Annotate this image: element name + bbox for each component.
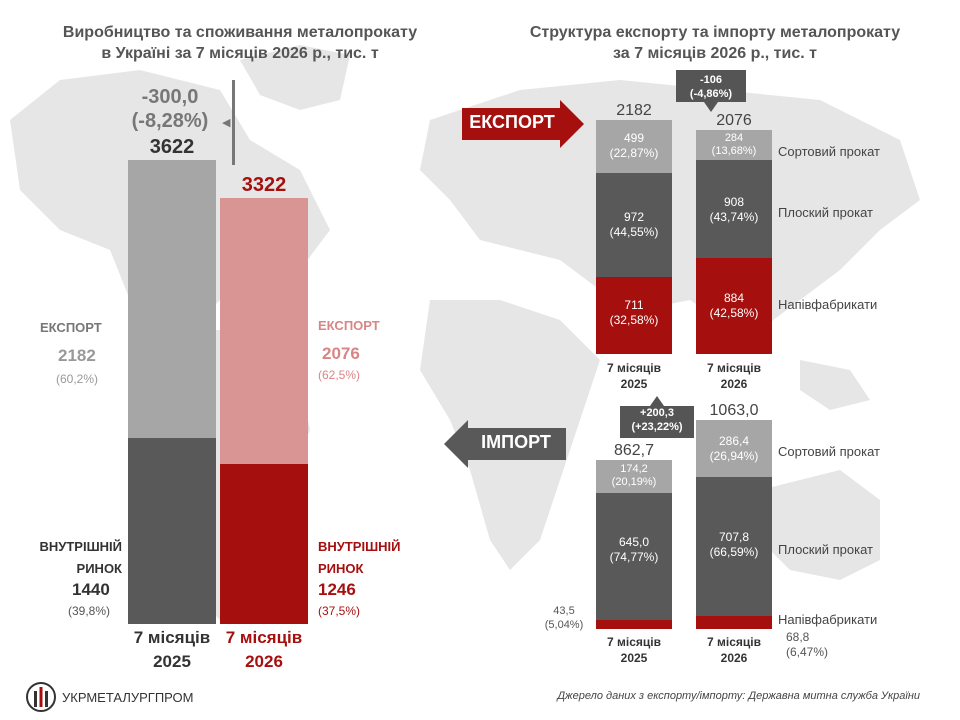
import-2025-total: 862,7	[613, 442, 655, 459]
import-cat-flat: Плоский прокат	[778, 542, 873, 557]
label-2026-export: ЕКСПОРТ	[318, 318, 380, 333]
bar-2026-domestic-segment	[220, 464, 308, 624]
import-2026-flat-segment	[696, 477, 772, 616]
import-2026-semi-label: 68,8 (6,47%)	[786, 630, 829, 659]
export-cat-semi: Напівфабрикати	[778, 297, 878, 312]
import-2025-semi-label: 43,5 (5,04%)	[544, 605, 584, 631]
export-2025-flat-label: 972 (44,55%)	[609, 210, 659, 239]
import-2025-sort-segment	[596, 460, 672, 493]
left-chart-title: Виробництво та споживання металопрокату …	[62, 24, 418, 62]
export-change-callout	[676, 70, 746, 112]
right-chart-title: Структура експорту та імпорту металопрок…	[529, 24, 901, 62]
logo-text: УКРМЕТАЛУРГПРОМ	[62, 690, 194, 705]
change-bracket-line	[232, 80, 235, 165]
import-2026-total: 1063,0	[709, 402, 759, 419]
export-cat-flat: Плоский прокат	[778, 205, 873, 220]
bar-2026-export-segment	[220, 198, 308, 464]
export-2026-flat-label: 908 (43,74%)	[709, 195, 759, 224]
label-2025-domestic: ВНУТРІШНІЙ РИНОК	[39, 539, 123, 576]
bar-2026-total: 3322	[241, 174, 287, 196]
bar-2025-total: 3622	[149, 136, 195, 158]
value-2025-domestic: 1440	[72, 580, 110, 599]
export-arrow	[462, 100, 584, 148]
export-2026-sort-label: 284 (13,68%)	[711, 132, 757, 157]
import-cat-semi: Напівфабрикати	[778, 612, 878, 627]
export-2026-total: 2076	[716, 112, 752, 129]
import-cat-sort: Сортовий прокат	[778, 444, 881, 459]
production-change-pct: (-8,28%)	[131, 110, 209, 132]
value-2025-export: 2182	[58, 346, 96, 365]
pct-2025-export: (60,2%)	[56, 372, 99, 386]
period-2026-left: 7 місяців 2026	[225, 628, 303, 671]
logo-icon	[26, 682, 56, 712]
import-2025-flat-segment	[596, 493, 672, 620]
export-2025-sort-segment	[596, 120, 672, 173]
pct-2026-export: (62,5%)	[318, 368, 361, 382]
import-2026-period: 7 місяців 2026	[707, 635, 761, 665]
import-2025-flat-label: 645,0 (74,77%)	[609, 535, 659, 564]
import-arrow	[444, 420, 566, 468]
value-2026-domestic: 1246	[318, 580, 356, 599]
export-2026-flat-segment	[696, 160, 772, 258]
export-2025-semi-segment	[596, 277, 672, 354]
export-2026-semi-segment	[696, 258, 772, 354]
import-arrow-label: ІМПОРТ	[481, 432, 551, 452]
import-change-text: +200,3 (+23,22%)	[631, 407, 683, 433]
import-2026-sort-label: 286,4 (26,94%)	[709, 434, 759, 463]
export-change-text: -106 (-4,86%)	[689, 74, 733, 100]
export-cat-sort: Сортовий прокат	[778, 144, 881, 159]
change-arrow-icon: ◀	[222, 117, 231, 129]
import-change-callout	[620, 396, 694, 438]
production-change-value: -300,0	[141, 86, 199, 108]
bar-2025-domestic-segment	[128, 438, 216, 624]
label-2026-domestic: ВНУТРІШНІЙ РИНОК	[318, 539, 401, 576]
pct-2026-domestic: (37,5%)	[318, 604, 361, 618]
import-2026-flat-label: 707,8 (66,59%)	[709, 530, 759, 559]
label-2025-export: ЕКСПОРТ	[40, 320, 102, 335]
import-2025-semi-segment	[596, 620, 672, 629]
export-2026-sort-segment	[696, 130, 772, 160]
bar-2025-export-segment	[128, 160, 216, 438]
export-2025-total: 2182	[616, 102, 652, 119]
pct-2025-domestic: (39,8%)	[68, 604, 111, 618]
export-arrow-label: ЕКСПОРТ	[469, 112, 555, 132]
export-2026-semi-label: 884 (42,58%)	[709, 291, 759, 320]
period-2025-left: 7 місяців 2025	[133, 628, 211, 671]
import-2026-semi-segment	[696, 616, 772, 629]
value-2026-export: 2076	[322, 344, 360, 363]
export-2025-period: 7 місяців 2025	[607, 361, 661, 391]
import-2025-period: 7 місяців 2025	[607, 635, 661, 665]
export-2025-sort-label: 499 (22,87%)	[609, 131, 659, 160]
export-2025-semi-label: 711 (32,58%)	[609, 298, 659, 327]
import-2026-sort-segment	[696, 420, 772, 477]
source-note: Джерело даних з експорту/імпорту: Держав…	[557, 690, 920, 702]
import-2025-sort-label: 174,2 (20,19%)	[611, 463, 657, 488]
export-2026-period: 7 місяців 2026	[707, 361, 761, 391]
export-2025-flat-segment	[596, 173, 672, 277]
